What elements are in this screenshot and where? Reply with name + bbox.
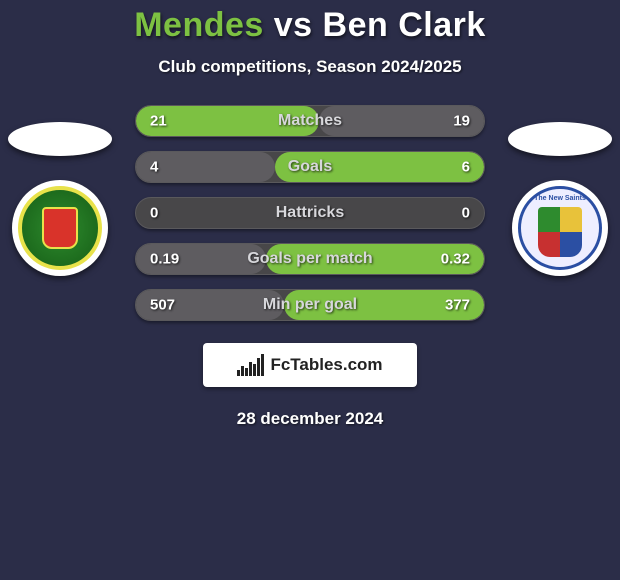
stat-label: Matches: [278, 112, 342, 130]
title-vs: vs: [274, 6, 313, 44]
date-label: 28 december 2024: [0, 409, 620, 429]
player-left-club-badge: [12, 180, 108, 276]
brand-text: FcTables.com: [270, 355, 382, 375]
stat-value-right: 377: [445, 297, 470, 314]
stat-value-right: 0: [462, 205, 470, 222]
brand-logo[interactable]: FcTables.com: [203, 343, 417, 387]
title-player-right: Ben Clark: [323, 6, 486, 44]
stat-row: 0 0 Hattricks: [135, 197, 485, 229]
stat-value-left: 507: [150, 297, 175, 314]
stat-row: 4 6 Goals: [135, 151, 485, 183]
stat-label: Goals per match: [247, 250, 372, 268]
stat-value-left: 0.19: [150, 251, 179, 268]
player-right-column: The New Saints: [500, 122, 620, 276]
stat-value-left: 4: [150, 159, 158, 176]
page-title: Mendes vs Ben Clark: [0, 6, 620, 45]
stat-value-right: 0.32: [441, 251, 470, 268]
subtitle: Club competitions, Season 2024/2025: [0, 57, 620, 77]
title-player-left: Mendes: [134, 6, 264, 44]
club-badge-icon: [18, 186, 102, 270]
club-badge-icon: The New Saints: [518, 186, 602, 270]
stats-panel: 21 19 Matches 4 6 Goals 0 0 Hattricks 0.19 0.32 Goa…: [135, 105, 485, 321]
player-right-club-badge: The New Saints: [512, 180, 608, 276]
stat-value-right: 6: [462, 159, 470, 176]
player-left-photo-placeholder: [8, 122, 112, 156]
player-left-column: [0, 122, 120, 276]
stat-value-left: 21: [150, 113, 167, 130]
stat-row: 507 377 Min per goal: [135, 289, 485, 321]
player-right-photo-placeholder: [508, 122, 612, 156]
stat-row: 0.19 0.32 Goals per match: [135, 243, 485, 275]
stat-label: Goals: [288, 158, 332, 176]
stat-value-right: 19: [453, 113, 470, 130]
stat-value-left: 0: [150, 205, 158, 222]
stat-label: Hattricks: [276, 204, 344, 222]
stat-label: Min per goal: [263, 296, 357, 314]
bar-chart-icon: [237, 354, 264, 376]
stat-row: 21 19 Matches: [135, 105, 485, 137]
